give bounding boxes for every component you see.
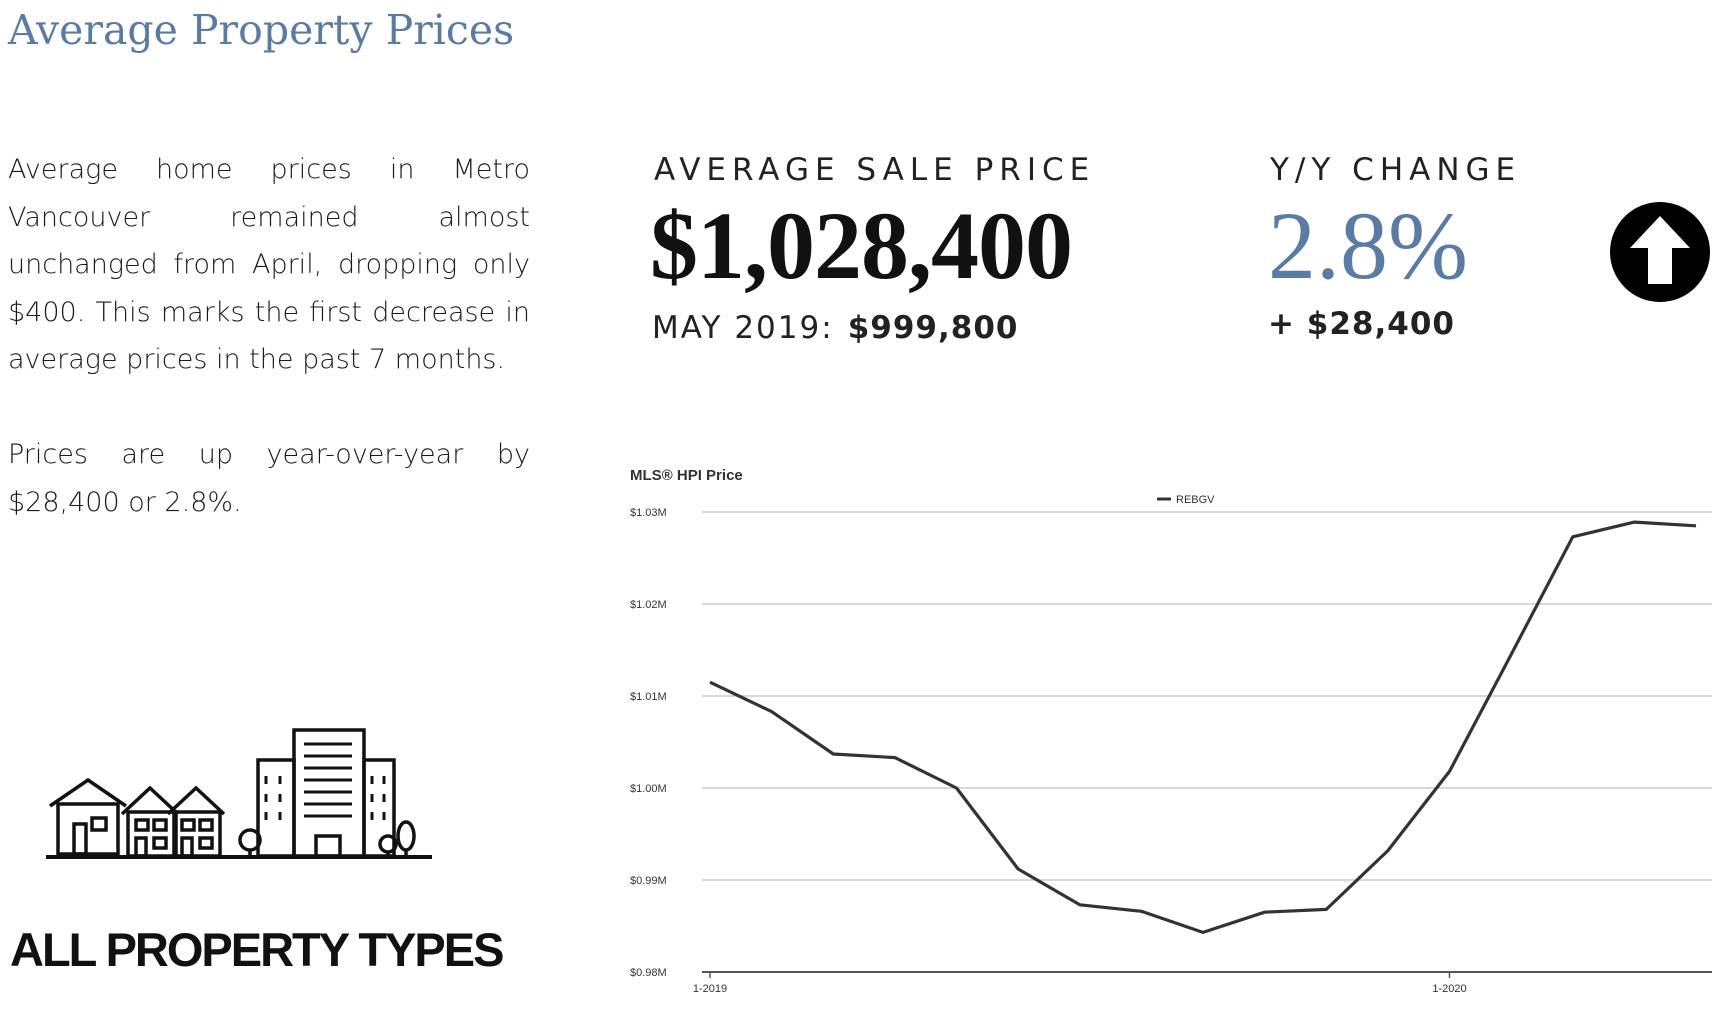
y-tick-label: $1.00M [630,783,667,795]
yoy-change-amount: + $28,400 [1268,306,1455,342]
yoy-paragraph: Prices are up year-over-year by $28,400 … [8,439,530,518]
avg-sale-price-value: $1,028,400 [650,192,1073,299]
y-tick-label: $0.98M [630,967,667,979]
line-chart: $0.98M $0.99M $1.00M $1.01M $1.02M $1.03M 1-20… [630,494,1712,995]
property-type-label: ALL PROPERTY TYPES [10,923,504,976]
y-tick-label: $0.99M [630,875,667,887]
legend-label: REBGV [1176,494,1215,506]
avg-sale-price-label: AVERAGE SALE PRICE [654,152,1096,188]
y-tick-label: $1.01M [630,691,667,703]
arrow-up-circle-icon [1610,202,1710,302]
buildings-icon [40,720,440,905]
chart-title: MLS® HPI Price [630,467,743,484]
series-line-rebgv [709,520,1697,934]
x-tick-label: 1-2019 [693,983,727,995]
prev-year-value: $999,800 [847,310,1019,346]
summary-paragraph: Average home prices in Metro Vancouver r… [8,154,530,375]
page-title: Average Property Prices [8,6,515,54]
y-tick-label: $1.02M [630,599,667,611]
prev-year-label: MAY 2019: [652,310,834,346]
y-tick-label: $1.03M [630,507,667,519]
yoy-change-percent: 2.8% [1268,192,1468,299]
prev-year-price: MAY 2019: $999,800 [652,310,1018,346]
yoy-change-label: Y/Y CHANGE [1270,152,1522,188]
x-tick-label: 1-2020 [1432,983,1466,995]
